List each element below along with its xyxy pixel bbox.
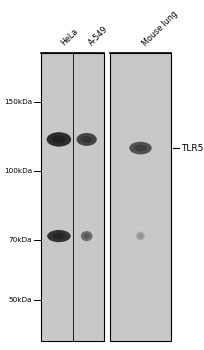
Text: HeLa: HeLa bbox=[59, 27, 79, 48]
Text: 100kDa: 100kDa bbox=[4, 168, 32, 174]
Ellipse shape bbox=[52, 135, 65, 144]
Ellipse shape bbox=[129, 142, 151, 154]
Text: 70kDa: 70kDa bbox=[8, 237, 32, 243]
Ellipse shape bbox=[81, 136, 92, 143]
Text: A-549: A-549 bbox=[86, 25, 109, 48]
Ellipse shape bbox=[137, 234, 142, 238]
Ellipse shape bbox=[83, 233, 89, 239]
Ellipse shape bbox=[47, 230, 70, 242]
Ellipse shape bbox=[52, 233, 65, 239]
Bar bbox=[41, 53, 104, 341]
Ellipse shape bbox=[76, 133, 96, 146]
Text: TLR5: TLR5 bbox=[180, 144, 203, 153]
Text: 50kDa: 50kDa bbox=[8, 296, 32, 302]
Ellipse shape bbox=[134, 145, 146, 152]
Bar bbox=[109, 53, 170, 341]
Text: Mouse lung: Mouse lung bbox=[140, 9, 178, 48]
Ellipse shape bbox=[80, 231, 92, 241]
Ellipse shape bbox=[136, 232, 144, 240]
Ellipse shape bbox=[47, 132, 71, 147]
Text: 150kDa: 150kDa bbox=[4, 99, 32, 105]
